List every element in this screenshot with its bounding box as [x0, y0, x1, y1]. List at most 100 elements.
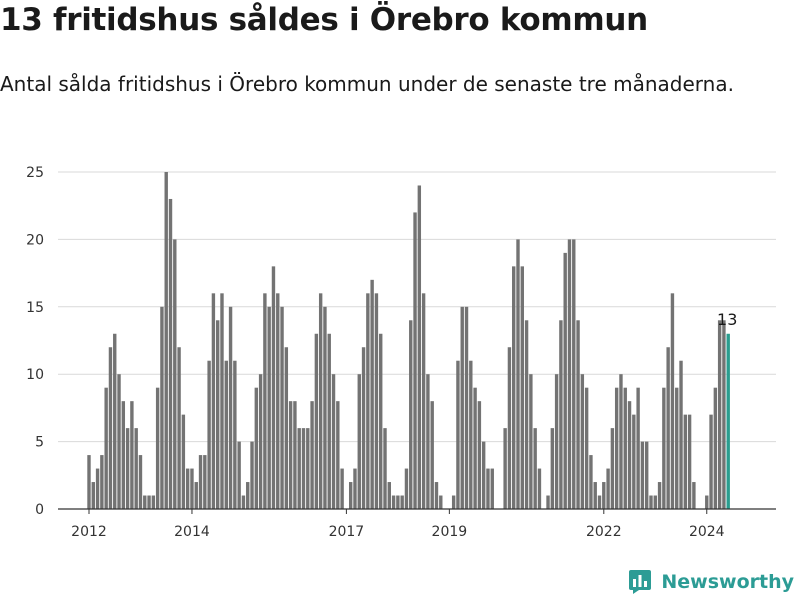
bar — [336, 401, 340, 509]
bar — [185, 468, 190, 509]
x-tick-label: 2022 — [586, 524, 622, 540]
bar — [160, 306, 164, 509]
bar — [567, 239, 572, 509]
bar — [439, 495, 443, 509]
bar — [143, 495, 147, 509]
bar — [486, 468, 490, 509]
bar — [610, 428, 615, 509]
bar — [318, 293, 323, 509]
bar — [524, 320, 529, 509]
bar — [168, 198, 173, 509]
bar — [310, 401, 314, 509]
bar — [173, 239, 177, 509]
bar — [400, 495, 404, 509]
bar — [713, 387, 718, 509]
brand-logo: Newsworthy — [629, 570, 794, 594]
bar — [481, 441, 486, 509]
bar — [614, 387, 619, 509]
bar — [396, 495, 400, 509]
bar — [130, 401, 134, 509]
x-tick-label: 2024 — [689, 524, 725, 540]
bar — [537, 468, 542, 509]
bar — [194, 482, 198, 509]
bar — [280, 306, 284, 509]
bar — [117, 374, 121, 509]
bar-chart: 0 5 10 15 20 25 2012 2014 2017 2019 2022 2024 13 — [26, 165, 776, 540]
bar — [550, 428, 555, 509]
y-tick-label: 0 — [35, 502, 44, 518]
bar — [554, 374, 559, 509]
bar — [653, 495, 657, 509]
highlight-data-label: 13 — [717, 310, 737, 329]
bar — [263, 293, 267, 509]
bar — [113, 333, 117, 509]
newsworthy-logo-icon — [629, 570, 652, 594]
bar — [276, 293, 280, 509]
bar — [348, 482, 353, 509]
chart-title: 13 fritidshus såldes i Örebro kommun — [0, 2, 648, 38]
bar — [284, 347, 289, 509]
bar — [687, 414, 692, 509]
bar — [207, 360, 211, 509]
bar — [473, 387, 477, 509]
bar — [675, 387, 679, 509]
bar — [421, 293, 426, 509]
bar — [460, 306, 464, 509]
bar — [722, 320, 726, 509]
bar — [288, 401, 293, 509]
bar — [211, 293, 216, 509]
bar — [529, 374, 533, 509]
bar — [490, 468, 494, 509]
bar — [237, 441, 241, 509]
bar — [520, 266, 524, 509]
bar — [580, 374, 585, 509]
bar — [640, 441, 645, 509]
bar — [216, 320, 220, 509]
bar — [683, 414, 688, 509]
bar — [301, 428, 306, 509]
bar — [391, 495, 396, 509]
bar — [430, 401, 434, 509]
bar — [572, 239, 576, 509]
bar — [220, 293, 224, 509]
highlight-bar — [726, 333, 730, 509]
bar — [198, 455, 203, 509]
bar — [224, 360, 228, 509]
bar — [181, 414, 186, 509]
bar — [645, 441, 649, 509]
bar — [602, 482, 606, 509]
x-tick-label: 2014 — [174, 524, 210, 540]
bar — [717, 320, 722, 509]
bar — [361, 347, 366, 509]
bar — [155, 387, 160, 509]
bar — [228, 306, 233, 509]
bar — [314, 333, 319, 509]
chart-subtitle: Antal sålda fritidshus i Örebro kommun u… — [0, 72, 734, 96]
bar — [679, 360, 683, 509]
bar — [254, 387, 259, 509]
bar — [589, 455, 593, 509]
bar — [662, 387, 666, 509]
bar — [327, 333, 331, 509]
bar — [597, 495, 602, 509]
bar — [331, 374, 336, 509]
bar — [623, 387, 627, 509]
bar — [379, 333, 383, 509]
bar — [666, 347, 670, 509]
bar — [267, 306, 271, 509]
bar — [413, 212, 417, 509]
y-tick-label: 25 — [26, 165, 44, 181]
bar — [293, 401, 297, 509]
bar — [404, 468, 409, 509]
bar — [100, 455, 104, 509]
bar — [456, 360, 460, 509]
bar — [606, 468, 610, 509]
brand-name: Newsworthy — [661, 571, 794, 593]
bar — [387, 482, 391, 509]
bar — [241, 495, 246, 509]
bar — [636, 387, 640, 509]
bar — [451, 495, 456, 509]
bar — [125, 428, 130, 509]
bar — [477, 401, 482, 509]
y-tick-label: 5 — [35, 435, 44, 451]
